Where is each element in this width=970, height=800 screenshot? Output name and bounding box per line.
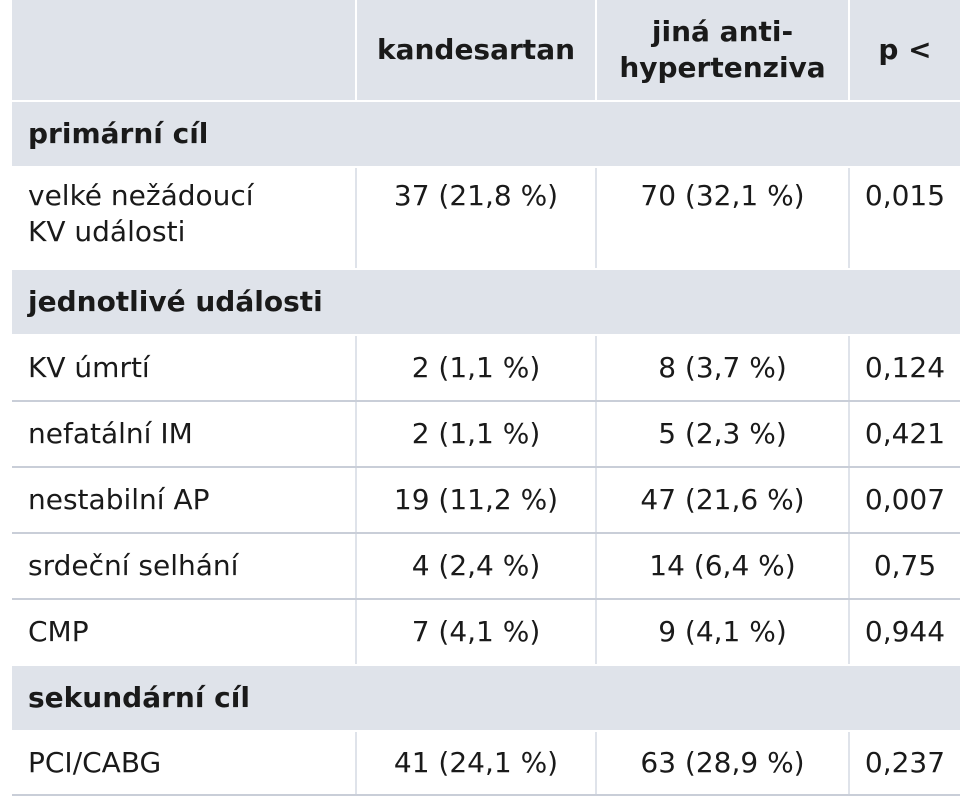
row-label: nefatální IM [28,417,193,450]
row-value-kandesartan: 41 (24,1 %) [355,732,595,794]
row-value-kandesartan: 7 (4,1 %) [355,600,595,664]
row-value-kandesartan: 2 (1,1 %) [355,336,595,400]
table-row: PCI/CABG 41 (24,1 %) 63 (28,9 %) 0,237 [12,730,960,796]
row-value-kandesartan: 37 (21,8 %) [355,168,595,268]
section-row-secondary-endpoint: sekundární cíl [12,664,960,730]
row-label: PCI/CABG [28,746,162,779]
row-value-other: 14 (6,4 %) [595,534,848,598]
row-value-kandesartan: 2 (1,1 %) [355,402,595,466]
row-value-other: 9 (4,1 %) [595,600,848,664]
row-value-p: 0,015 [848,168,960,268]
row-value-kandesartan: 4 (2,4 %) [355,534,595,598]
results-table: kandesartan jiná anti-hypertenziva p < p… [12,0,960,796]
header-cell-other-antihypertensives: jiná anti-hypertenziva [595,0,848,100]
table-row: nefatální IM 2 (1,1 %) 5 (2,3 %) 0,421 [12,400,960,466]
row-label: CMP [28,615,89,648]
table-row: srdeční selhání 4 (2,4 %) 14 (6,4 %) 0,7… [12,532,960,598]
row-value-other: 47 (21,6 %) [595,468,848,532]
row-value-other: 63 (28,9 %) [595,732,848,794]
header-cell-p-value: p < [848,0,960,100]
row-value-kandesartan: 19 (11,2 %) [355,468,595,532]
row-label: velké nežádoucí KV události [28,179,254,248]
section-title: jednotlivé události [28,285,323,318]
row-value-p: 0,944 [848,600,960,664]
table-header-row: kandesartan jiná anti-hypertenziva p < [12,0,960,100]
row-label: KV úmrtí [28,351,150,384]
table-row: velké nežádoucí KV události 37 (21,8 %) … [12,166,960,268]
table-row: CMP 7 (4,1 %) 9 (4,1 %) 0,944 [12,598,960,664]
section-row-primary-endpoint: primární cíl [12,100,960,166]
row-value-p: 0,007 [848,468,960,532]
header-cell-label [12,0,355,100]
row-value-other: 8 (3,7 %) [595,336,848,400]
row-value-p: 0,421 [848,402,960,466]
row-value-p: 0,237 [848,732,960,794]
row-value-other: 5 (2,3 %) [595,402,848,466]
section-title: sekundární cíl [28,681,250,714]
row-label: srdeční selhání [28,549,239,582]
table-row: KV úmrtí 2 (1,1 %) 8 (3,7 %) 0,124 [12,334,960,400]
row-value-p: 0,75 [848,534,960,598]
section-row-individual-events: jednotlivé události [12,268,960,334]
row-value-other: 70 (32,1 %) [595,168,848,268]
table-row: nestabilní AP 19 (11,2 %) 47 (21,6 %) 0,… [12,466,960,532]
row-label: nestabilní AP [28,483,210,516]
section-title: primární cíl [28,117,209,150]
row-value-p: 0,124 [848,336,960,400]
header-cell-kandesartan: kandesartan [355,0,595,100]
